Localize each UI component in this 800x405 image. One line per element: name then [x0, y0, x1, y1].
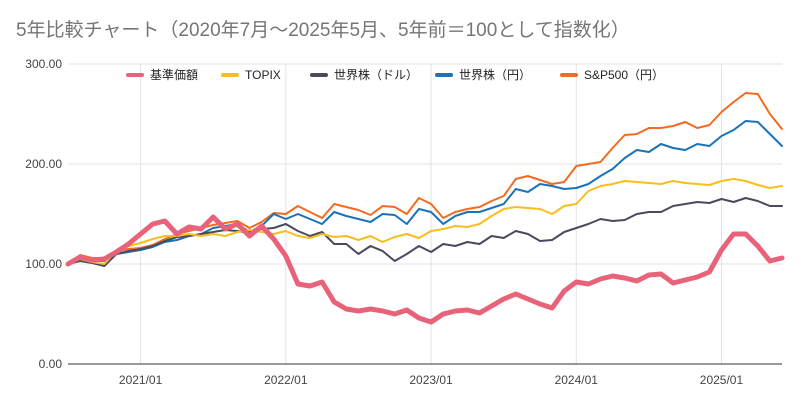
legend-label-1: TOPIX	[245, 68, 281, 82]
series-line-1	[67, 178, 783, 265]
series-layer	[65, 92, 785, 325]
x-tick-label: 2025/01	[700, 373, 744, 387]
legend-label-0: 基準価額	[150, 67, 198, 82]
series-line-2	[67, 197, 783, 267]
legend-label-3: 世界株（円）	[459, 67, 531, 82]
y-tick-label: 0.00	[39, 357, 63, 371]
legend: 基準価額 TOPIX 世界株（ドル） 世界株（円） S&P500（円）	[126, 67, 664, 82]
legend-label-2: 世界株（ドル）	[334, 67, 418, 82]
series-line-0	[65, 214, 785, 325]
series-line-3	[67, 120, 783, 265]
axis-layer: 0.00 100.00 200.00 300.00 2021/01 2022/01 2023…	[25, 57, 782, 387]
y-tick-label: 100.00	[25, 257, 62, 271]
legend-label-4: S&P500（円）	[584, 68, 664, 82]
x-tick-label: 2024/01	[555, 373, 599, 387]
x-tick-label: 2022/01	[264, 373, 308, 387]
x-tick-label: 2021/01	[119, 373, 163, 387]
x-tick-label: 2023/01	[409, 373, 453, 387]
y-tick-label: 200.00	[25, 157, 62, 171]
y-tick-label: 300.00	[25, 57, 62, 71]
series-line-4	[67, 92, 783, 265]
chart-title: 5年比較チャート（2020年7月〜2025年5月、5年前＝100として指数化）	[16, 19, 630, 41]
